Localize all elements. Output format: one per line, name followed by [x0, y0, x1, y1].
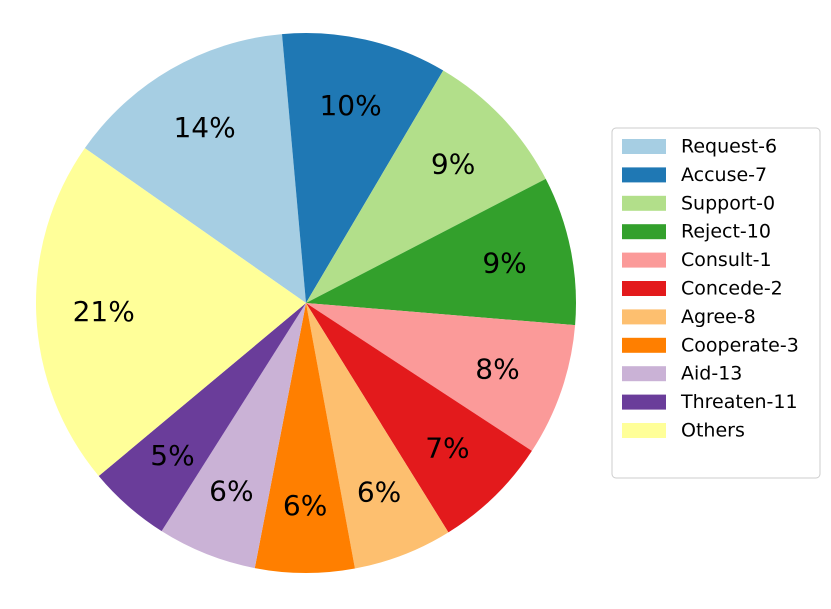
pie-label-others: 21%	[73, 295, 135, 328]
pie-slice-reject-10	[306, 178, 576, 326]
pie-slice-cooperate-3	[254, 303, 355, 574]
legend-label: Others	[681, 420, 745, 442]
legend-label: Accuse-7	[681, 164, 767, 186]
legend-item-request-6: Request-6	[622, 136, 777, 158]
legend-swatch	[622, 281, 666, 296]
legend-swatch	[622, 139, 666, 154]
legend-item-agree-8: Agree-8	[622, 306, 756, 328]
legend-label: Threaten-11	[680, 391, 798, 413]
pie-slice-others	[35, 148, 307, 477]
legend-label: Concede-2	[681, 278, 783, 300]
legend-swatch	[622, 224, 666, 240]
legend-entries: Request-6 Accuse-7 Support-0 Reject-10 Consu…	[622, 136, 799, 442]
legend-label: Aid-13	[681, 363, 742, 385]
legend-item-concede-2: Concede-2	[622, 278, 783, 300]
legend-label: Cooperate-3	[681, 334, 799, 356]
legend-swatch	[622, 337, 666, 353]
legend-item-accuse-7: Accuse-7	[622, 164, 767, 186]
legend-label: Request-6	[681, 136, 777, 158]
pie-slice-agree-8	[306, 303, 449, 569]
pie-slice-request-6	[84, 34, 306, 303]
legend-item-consult-1: Consult-1	[622, 249, 772, 271]
pie-label-accuse-7: 10%	[319, 89, 381, 122]
legend-label: Consult-1	[681, 249, 772, 271]
legend-frame	[611, 127, 821, 479]
legend-item-cooperate-3: Cooperate-3	[622, 334, 799, 356]
pie-label-reject-10: 9%	[482, 247, 526, 280]
pie-label-agree-8: 6%	[357, 475, 401, 508]
pie-slice-threaten-11	[98, 303, 306, 532]
legend-item-support-0: Support-0	[622, 192, 775, 214]
pie-label-request-6: 14%	[173, 111, 235, 144]
legend-swatch	[622, 423, 666, 438]
legend-swatch	[622, 195, 666, 211]
legend-label: Support-0	[681, 192, 775, 214]
legend-item-reject-10: Reject-10	[622, 221, 771, 243]
pie-slice-consult-1	[306, 303, 576, 451]
pie-slice-support-0	[306, 70, 546, 303]
legend-swatch	[622, 252, 666, 268]
pie-slices	[35, 33, 576, 574]
pie-label-cooperate-3: 6%	[283, 489, 327, 522]
legend-swatch	[622, 366, 666, 382]
pie-label-support-0: 9%	[431, 147, 475, 180]
pie-label-aid-13: 6%	[209, 475, 253, 508]
pie-slice-aid-13	[161, 303, 306, 569]
legend-swatch	[622, 309, 666, 325]
pie-label-consult-1: 8%	[475, 352, 519, 385]
legend-label: Agree-8	[681, 306, 756, 328]
pie-label-threaten-11: 5%	[150, 439, 194, 472]
pie-percent-labels: 14% 10% 9% 9% 8% 7% 6% 6% 6% 5% 21%	[73, 89, 527, 522]
pie-label-concede-2: 7%	[425, 431, 469, 464]
legend-swatch	[622, 394, 666, 410]
legend-item-threaten-11: Threaten-11	[622, 391, 798, 413]
legend-label: Reject-10	[681, 221, 771, 243]
legend-item-aid-13: Aid-13	[622, 363, 742, 385]
legend-item-others: Others	[622, 420, 745, 442]
legend: Request-6 Accuse-7 Support-0 Reject-10 Consu…	[611, 127, 821, 479]
pie-slice-concede-2	[306, 303, 532, 533]
pie-slice-accuse-7	[282, 33, 444, 304]
legend-swatch	[622, 167, 666, 183]
